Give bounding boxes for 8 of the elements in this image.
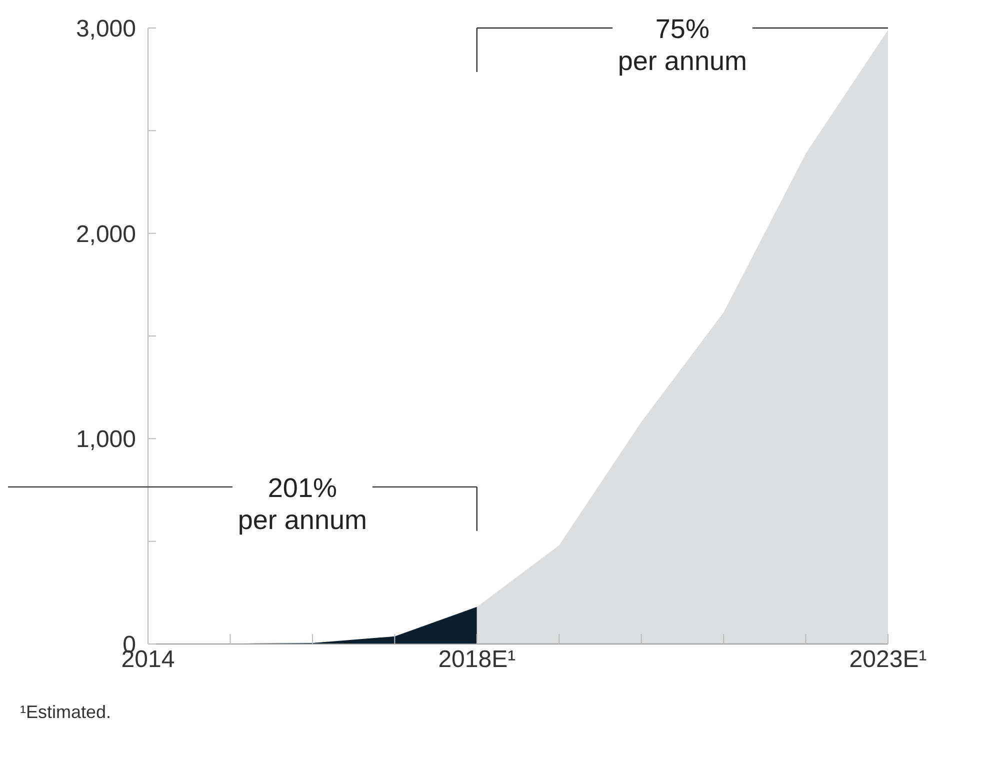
x-tick-label: 2023E¹: [849, 646, 927, 674]
x-tick-label: 2018E¹: [438, 646, 516, 674]
y-tick-label: 2,000: [76, 220, 136, 248]
annotation: 201% per annum: [238, 472, 367, 535]
annotation: 75% per annum: [618, 14, 747, 76]
y-tick-label: 3,000: [76, 16, 136, 43]
text: ¹Estimated.: [20, 702, 112, 723]
y-tick-label: 1,000: [76, 426, 136, 454]
